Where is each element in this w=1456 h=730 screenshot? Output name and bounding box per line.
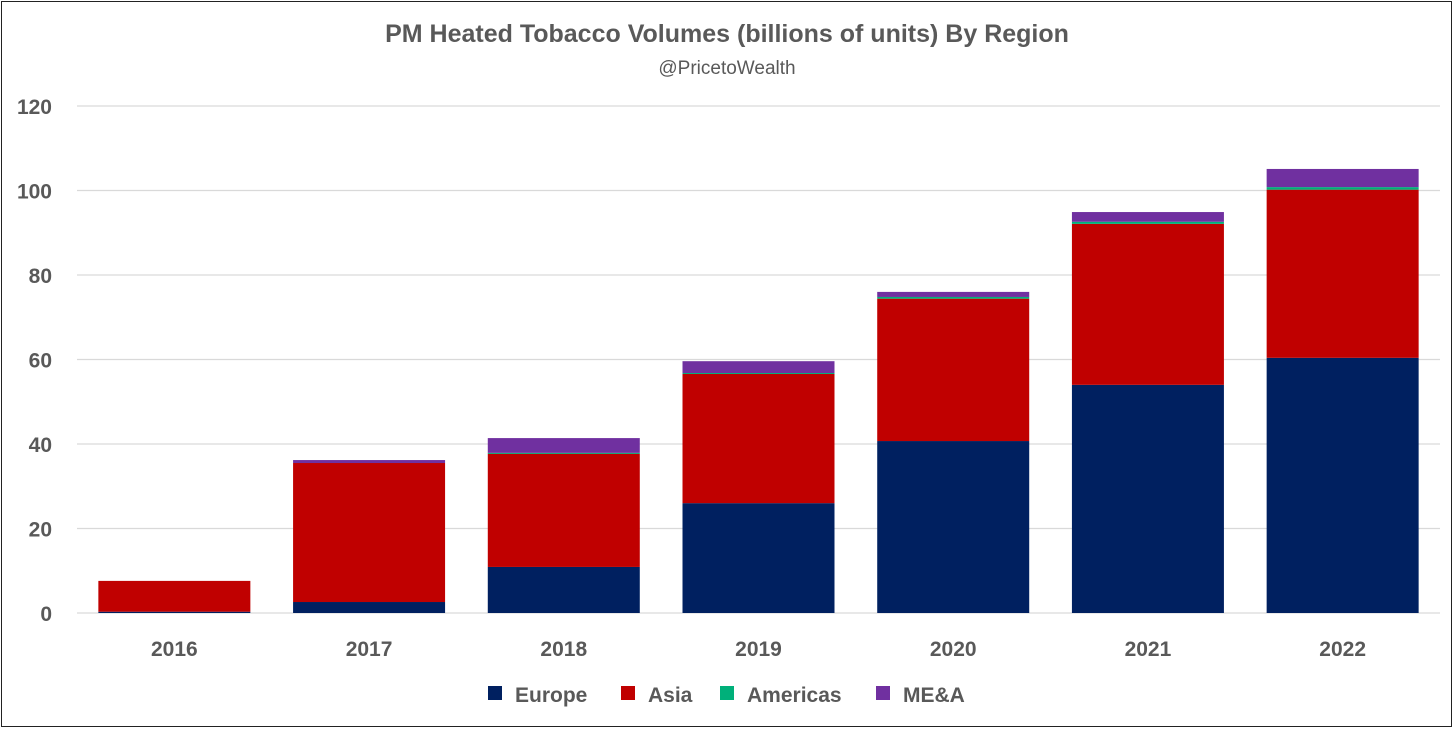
legend-swatch [488, 686, 502, 700]
bar-europe-2021 [1071, 384, 1224, 613]
bar-europe-2020 [877, 441, 1030, 613]
legend-label: Americas [747, 684, 842, 707]
legend-swatch [621, 686, 635, 700]
bar-mea-2018 [487, 438, 640, 453]
y-tick-label: 20 [29, 519, 52, 542]
bar-americas-2022 [1266, 187, 1419, 190]
x-tick-label: 2019 [735, 638, 782, 661]
bar-asia-2021 [1071, 223, 1224, 385]
bar-mea-2017 [293, 460, 446, 464]
legend-label: Europe [515, 684, 587, 707]
legend-label: ME&A [903, 684, 965, 707]
bar-europe-2016 [98, 611, 251, 613]
y-tick-label: 80 [29, 265, 52, 288]
bar-europe-2022 [1266, 357, 1419, 613]
bar-europe-2019 [682, 503, 835, 613]
y-tick-label: 40 [29, 434, 52, 457]
bar-europe-2018 [487, 566, 640, 613]
bar-mea-2021 [1071, 212, 1224, 222]
bar-europe-2017 [293, 602, 446, 613]
x-tick-label: 2021 [1125, 638, 1172, 661]
legend-swatch [876, 686, 890, 700]
bar-mea-2022 [1266, 168, 1419, 188]
legend-swatch [720, 686, 734, 700]
y-tick-label: 60 [29, 350, 52, 373]
bar-mea-2019 [682, 361, 835, 374]
x-tick-label: 2016 [151, 638, 198, 661]
bar-mea-2020 [877, 291, 1030, 297]
bar-americas-2019 [682, 373, 835, 375]
bar-asia-2016 [98, 580, 251, 612]
x-tick-label: 2020 [930, 638, 977, 661]
bar-asia-2017 [293, 463, 446, 603]
chart-title: PM Heated Tobacco Volumes (billions of u… [385, 20, 1069, 48]
y-tick-label: 120 [17, 96, 52, 119]
bar-americas-2020 [877, 296, 1030, 299]
bar-americas-2018 [487, 452, 640, 454]
x-tick-label: 2017 [346, 638, 393, 661]
chart-subtitle: @PricetoWealth [658, 58, 795, 79]
bar-asia-2020 [877, 298, 1030, 442]
bar-asia-2019 [682, 373, 835, 504]
x-tick-label: 2022 [1319, 638, 1366, 661]
legend-label: Asia [648, 684, 693, 707]
bar-asia-2018 [487, 453, 640, 567]
x-tick-label: 2018 [540, 638, 587, 661]
bar-asia-2022 [1266, 189, 1419, 358]
y-tick-label: 0 [40, 603, 52, 626]
y-tick-label: 100 [17, 181, 52, 204]
bar-americas-2021 [1071, 221, 1224, 224]
